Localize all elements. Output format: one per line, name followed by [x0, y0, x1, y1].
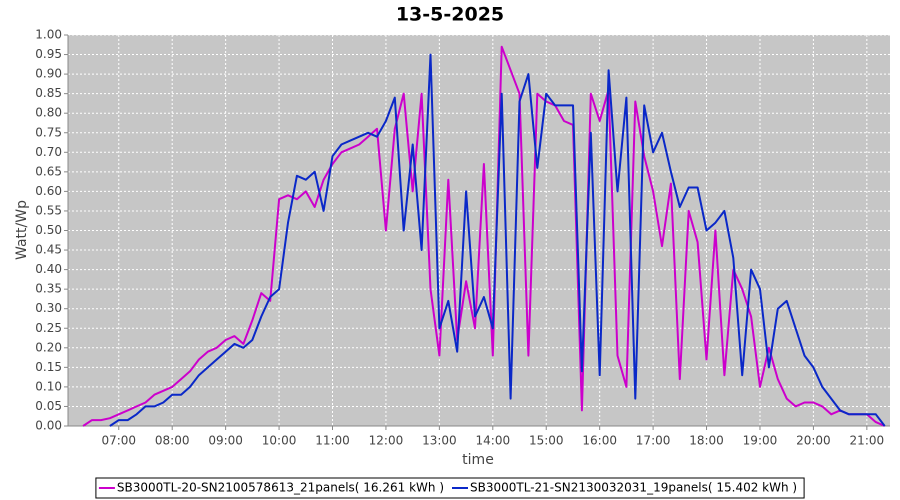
x-tick-label: 15:00	[529, 434, 564, 448]
y-tick-label: 0.45	[35, 243, 62, 257]
x-tick-label: 08:00	[155, 434, 190, 448]
x-axis-label: time	[462, 452, 494, 468]
x-tick-label: 11:00	[315, 434, 350, 448]
legend-box	[95, 477, 805, 499]
y-tick-label: 0.40	[35, 262, 62, 276]
x-tick-label: 18:00	[689, 434, 724, 448]
y-tick-label: 0.10	[35, 379, 62, 393]
x-tick-label: 07:00	[101, 434, 136, 448]
y-tick-label: 0.20	[35, 340, 62, 354]
legend: SB3000TL-20-SN2100578613_21panels( 16.26…	[95, 477, 805, 499]
legend-label: SB3000TL-20-SN2100578613_21panels( 16.26…	[117, 481, 444, 495]
x-tick-label: 20:00	[796, 434, 831, 448]
y-tick-label: 0.60	[35, 184, 62, 198]
series-line	[82, 45, 886, 427]
x-tick-label: 17:00	[636, 434, 671, 448]
y-tick-label: 1.00	[35, 28, 62, 42]
y-tick-label: 0.00	[35, 419, 62, 433]
chart-title: 13-5-2025	[396, 4, 504, 26]
y-tick-label: 0.80	[35, 106, 62, 120]
series-line	[109, 53, 886, 427]
x-tick-label: 21:00	[850, 434, 885, 448]
y-tick-label: 0.25	[35, 321, 62, 335]
y-tick-label: 0.15	[35, 360, 62, 374]
x-tick-label: 12:00	[369, 434, 404, 448]
y-tick-label: 0.30	[35, 301, 62, 315]
y-tick-label: 0.55	[35, 203, 62, 217]
x-tick-label: 13:00	[422, 434, 457, 448]
x-tick-label: 10:00	[262, 434, 297, 448]
y-axis-label: Watt/Wp	[14, 200, 30, 260]
y-tick-label: 0.90	[35, 67, 62, 81]
x-tick-label: 16:00	[582, 434, 617, 448]
y-tick-label: 0.85	[35, 86, 62, 100]
x-tick-label: 09:00	[208, 434, 243, 448]
plot-area	[68, 35, 890, 426]
x-tick-label: 14:00	[476, 434, 511, 448]
y-tick-label: 0.50	[35, 223, 62, 237]
y-tick-label: 0.95	[35, 47, 62, 61]
y-tick-label: 0.75	[35, 125, 62, 139]
y-tick-label: 0.35	[35, 282, 62, 296]
y-tick-label: 0.70	[35, 145, 62, 159]
legend-label: SB3000TL-21-SN2130032031_19panels( 15.40…	[470, 481, 797, 495]
y-tick-label: 0.65	[35, 164, 62, 178]
y-tick-label: 0.05	[35, 399, 62, 413]
x-tick-label: 19:00	[743, 434, 778, 448]
